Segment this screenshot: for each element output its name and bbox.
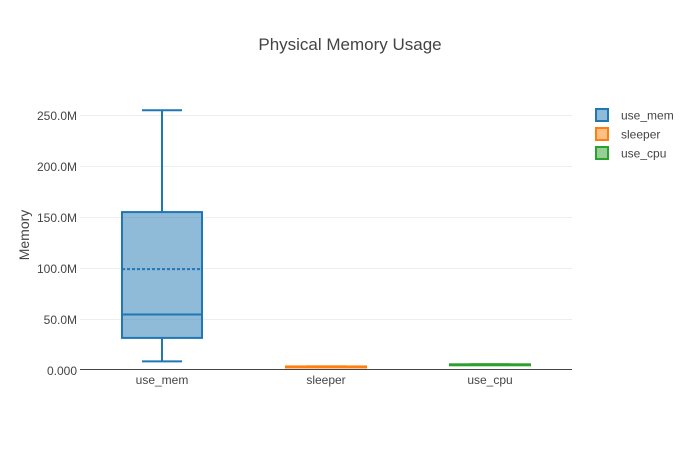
legend-swatch (595, 108, 609, 122)
legend-label: use_cpu (621, 147, 666, 161)
x-axis-tick-labels: use_mem sleeper use_cpu (136, 373, 513, 387)
legend-item-use_mem[interactable]: use_mem (595, 108, 674, 123)
x-tick-label: use_cpu (467, 373, 512, 387)
y-tick-label: 0.000 (47, 364, 77, 378)
x-tick-label: use_mem (136, 373, 189, 387)
legend-swatch (595, 127, 609, 141)
legend-swatch (595, 146, 609, 160)
box-use_mem[interactable] (121, 109, 203, 363)
legend-label: sleeper (621, 128, 660, 142)
legend-label: use_mem (621, 109, 674, 123)
y-axis-title: Memory (16, 210, 32, 261)
box-plot-traces (121, 109, 531, 369)
y-axis-tick-labels: 0.000 50.0M 100.0M 150.0M 200.0M 250.0M (37, 109, 77, 378)
box-use_cpu[interactable] (449, 363, 531, 367)
y-tick-label: 50.0M (44, 313, 77, 327)
legend-item-use_cpu[interactable]: use_cpu (595, 146, 666, 161)
box-sleeper[interactable] (285, 365, 367, 369)
y-tick-label: 200.0M (37, 160, 77, 174)
y-tick-label: 100.0M (37, 262, 77, 276)
y-tick-label: 250.0M (37, 109, 77, 123)
chart-title: Physical Memory Usage (258, 35, 441, 54)
y-tick-label: 150.0M (37, 211, 77, 225)
box-body (121, 211, 203, 339)
x-tick-label: sleeper (306, 373, 345, 387)
legend-item-sleeper[interactable]: sleeper (595, 127, 660, 142)
